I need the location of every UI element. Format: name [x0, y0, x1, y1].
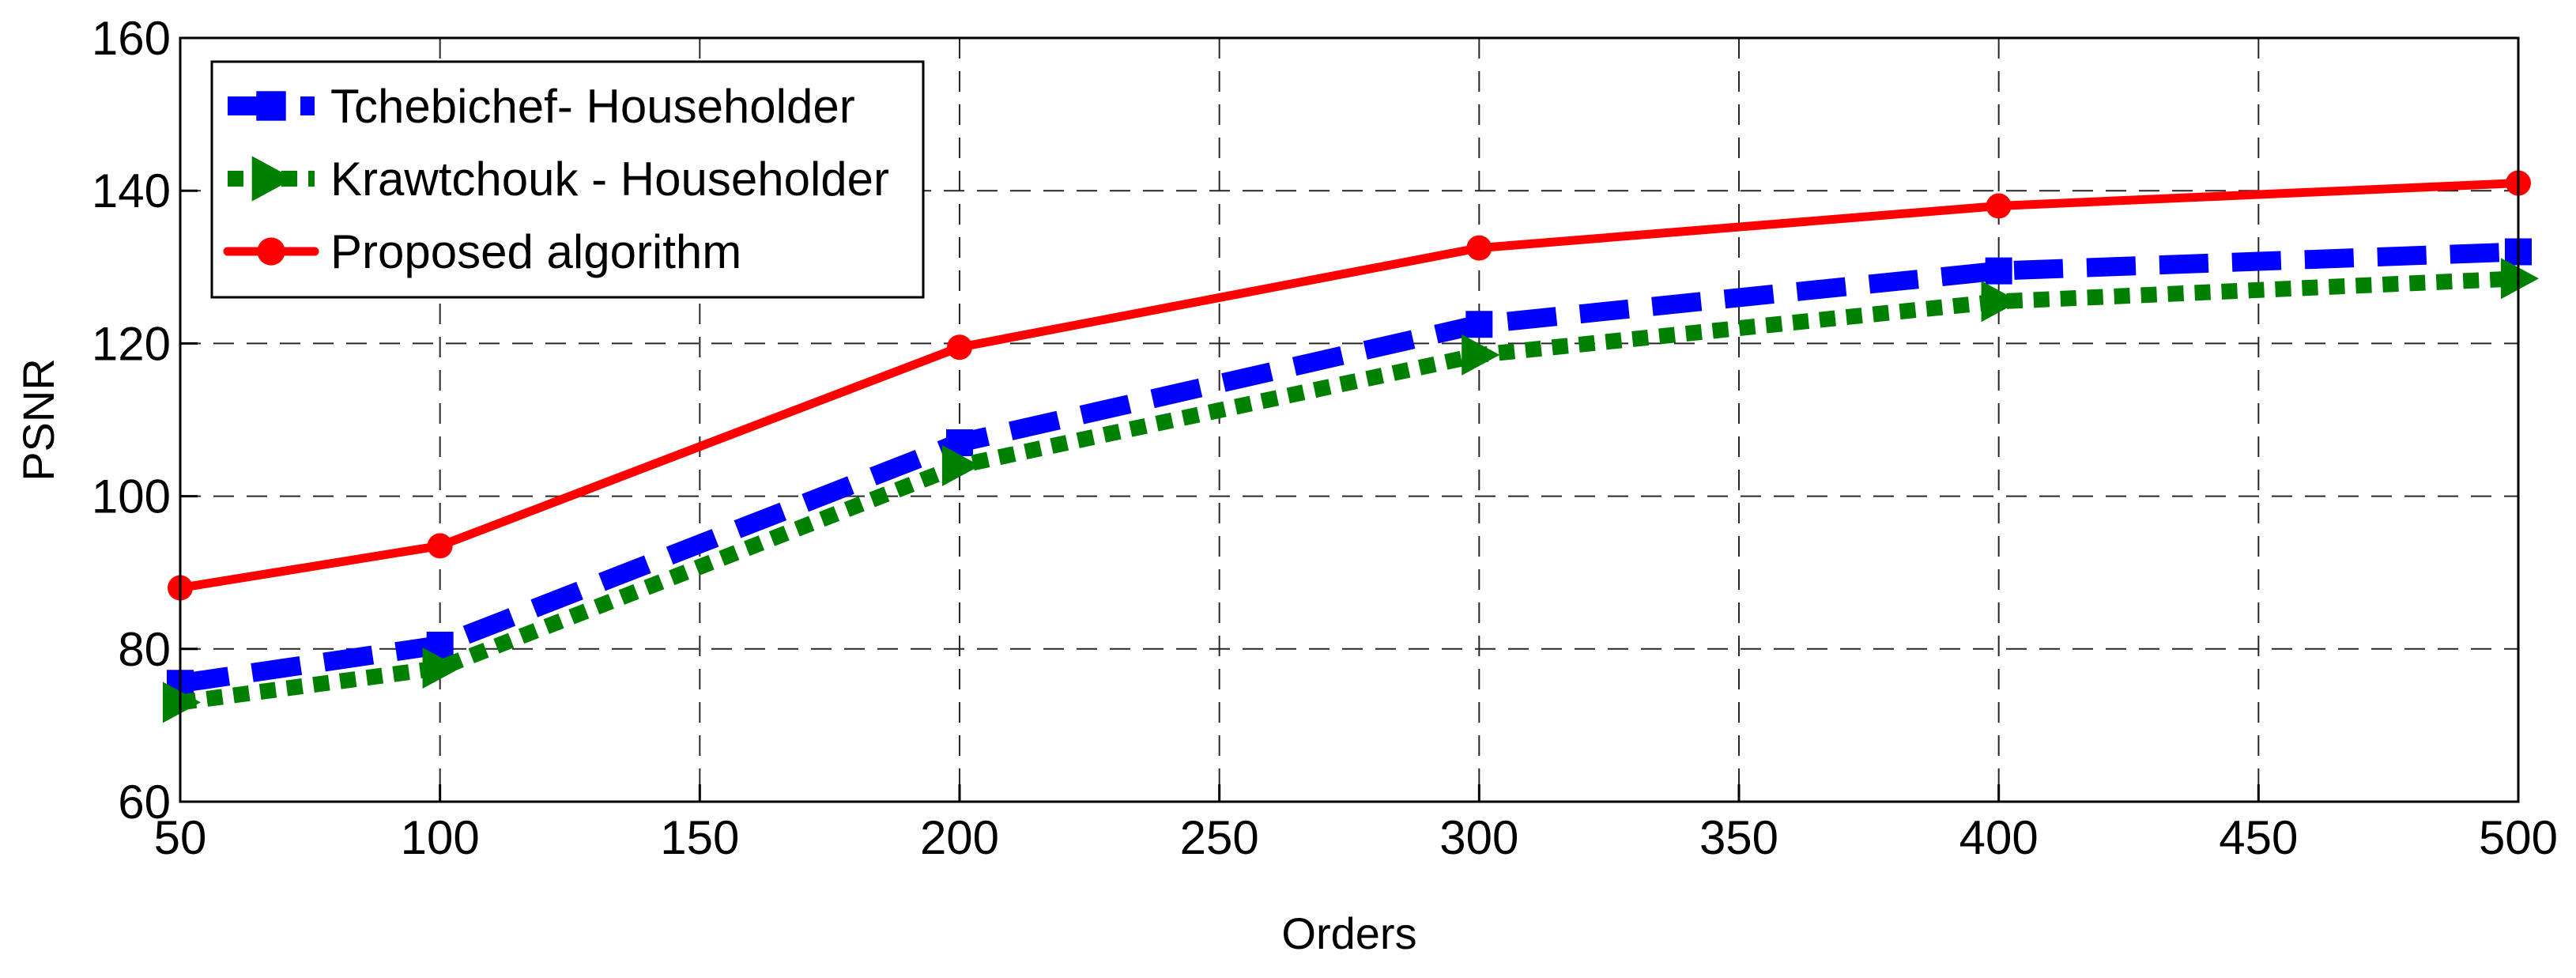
legend-label: Krawtchouk - Householder — [330, 153, 889, 206]
ticks: 50 100 150 200 250 300 350 400 450 500 60 80 100 120 1… — [92, 12, 2558, 864]
data-point-circle — [1986, 193, 2012, 219]
x-tick-label: 200 — [920, 811, 999, 864]
y-tick-label: 100 — [92, 470, 171, 523]
series-line — [175, 179, 2523, 593]
data-point-triangle — [1981, 281, 2020, 323]
x-tick-label: 250 — [1180, 811, 1259, 864]
legend-label: Proposed algorithm — [330, 225, 741, 278]
series-2 — [162, 258, 2539, 723]
grid — [180, 38, 2518, 802]
data-point-square — [256, 91, 286, 121]
legend-item: Proposed algorithm — [223, 225, 741, 278]
x-tick-label: 500 — [2479, 811, 2558, 864]
x-tick-label: 300 — [1439, 811, 1518, 864]
y-tick-label: 80 — [118, 623, 171, 676]
legend: Tchebichef- Householder Krawtchouk - Hous… — [210, 60, 925, 299]
data-point-circle — [257, 237, 285, 266]
legend-label: Tchebichef- Householder — [330, 80, 855, 133]
legend-item: Tchebichef- Householder — [228, 80, 855, 133]
legend-item: Krawtchouk - Householder — [228, 153, 889, 206]
series-line — [179, 270, 2519, 711]
x-tick-label: 450 — [2219, 811, 2298, 864]
plot-frame — [179, 36, 2520, 803]
data-point-triangle — [422, 647, 461, 689]
series-group — [162, 170, 2539, 723]
data-point-triangle — [941, 444, 980, 486]
y-tick-label: 60 — [118, 776, 171, 829]
data-point-circle — [427, 533, 453, 559]
y-tick-label: 140 — [92, 164, 171, 217]
legend-box — [210, 60, 925, 299]
x-tick-label: 400 — [1959, 811, 2039, 864]
x-tick-label: 50 — [154, 811, 207, 864]
x-tick-label: 150 — [660, 811, 739, 864]
data-point-triangle — [1461, 334, 1500, 376]
y-tick-label: 120 — [92, 317, 171, 370]
data-point-circle — [947, 334, 972, 361]
series-3 — [168, 170, 2531, 601]
y-tick-label: 160 — [92, 12, 171, 65]
data-point-square — [1465, 311, 1493, 338]
y-axis-label: PSNR — [13, 358, 63, 481]
data-point-square — [1985, 257, 2012, 285]
data-point-triangle — [162, 682, 201, 723]
x-tick-label: 350 — [1699, 811, 1778, 864]
data-point-triangle — [2500, 258, 2539, 300]
data-point-circle — [1466, 235, 1492, 261]
x-axis-label: Orders — [1281, 908, 1416, 958]
data-point-triangle — [251, 156, 294, 202]
series-line — [179, 242, 2519, 693]
x-tick-label: 100 — [401, 811, 480, 864]
